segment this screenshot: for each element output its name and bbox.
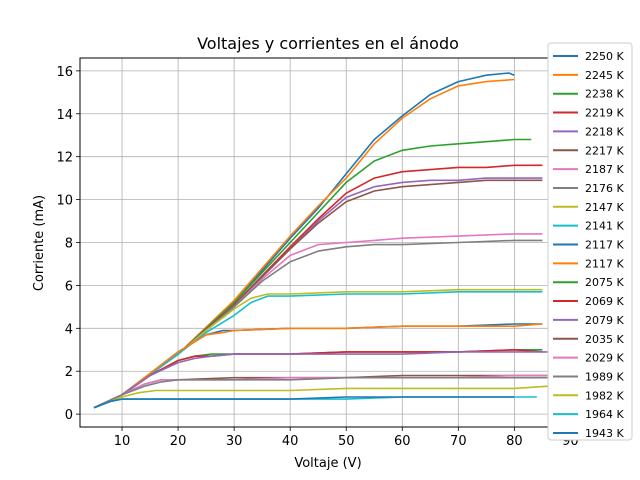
legend-box <box>547 42 633 441</box>
legend-label-8: 2147 K <box>585 201 624 214</box>
x-tick-label: 20 <box>170 434 187 449</box>
legend-label-1: 2245 K <box>585 69 624 82</box>
series-line-20 <box>93 396 515 409</box>
legend-label-4: 2218 K <box>585 125 624 138</box>
legend-label-20: 1943 K <box>585 427 624 440</box>
x-tick-label: 50 <box>338 434 355 449</box>
legend-label-19: 1964 K <box>585 408 624 421</box>
series-line-14 <box>93 351 548 409</box>
legend-label-12: 2075 K <box>585 276 624 289</box>
series-line-9 <box>93 290 543 409</box>
legend-label-2: 2238 K <box>585 88 624 101</box>
series-line-18 <box>93 385 549 409</box>
y-tick-label: 0 <box>65 408 73 423</box>
y-axis-ticks: 0 2 4 6 8 10 12 14 16 <box>56 65 80 423</box>
y-tick-label: 2 <box>65 365 73 380</box>
y-tick-label: 16 <box>56 65 73 80</box>
y-tick-label: 4 <box>65 322 73 337</box>
legend-label-10: 2117 K <box>585 239 624 252</box>
legend-label-18: 1982 K <box>585 389 624 402</box>
x-tick-label: 10 <box>114 434 131 449</box>
legend-entries: 2250 K 2245 K 2238 K 2219 K 2218 K 2217 K 2187… <box>553 50 624 440</box>
y-tick-label: 8 <box>65 237 73 252</box>
x-tick-label: 70 <box>450 434 467 449</box>
legend-label-13: 2069 K <box>585 295 624 308</box>
series-line-17 <box>93 376 548 409</box>
legend-label-7: 2176 K <box>585 182 624 195</box>
legend-label-6: 2187 K <box>585 163 624 176</box>
legend-label-5: 2217 K <box>585 144 624 157</box>
x-tick-label: 40 <box>282 434 299 449</box>
y-tick-label: 12 <box>56 151 73 166</box>
x-axis-label: Voltaje (V) <box>294 456 361 471</box>
series-layer <box>93 72 549 409</box>
legend-label-0: 2250 K <box>585 50 624 63</box>
legend: 2250 K 2245 K 2238 K 2219 K 2218 K 2217 K 2187… <box>547 42 633 441</box>
legend-label-3: 2219 K <box>585 107 624 120</box>
legend-label-14: 2079 K <box>585 314 624 327</box>
x-axis-ticks: 10 20 30 40 50 60 70 80 90 <box>114 427 579 449</box>
y-tick-label: 14 <box>56 108 73 123</box>
y-tick-label: 10 <box>56 194 73 209</box>
legend-label-16: 2029 K <box>585 352 624 365</box>
legend-label-17: 1989 K <box>585 370 624 383</box>
x-tick-label: 80 <box>506 434 523 449</box>
legend-label-9: 2141 K <box>585 220 624 233</box>
legend-label-15: 2035 K <box>585 333 624 346</box>
x-tick-label: 30 <box>226 434 243 449</box>
chart-title: Voltajes y corrientes en el ánodo <box>197 34 459 53</box>
y-tick-label: 6 <box>65 279 73 294</box>
x-tick-label: 60 <box>394 434 411 449</box>
legend-label-11: 2117 K <box>585 257 624 270</box>
y-axis-label: Corriente (mA) <box>32 195 47 291</box>
series-line-11 <box>93 323 543 409</box>
plot-area <box>79 57 549 428</box>
